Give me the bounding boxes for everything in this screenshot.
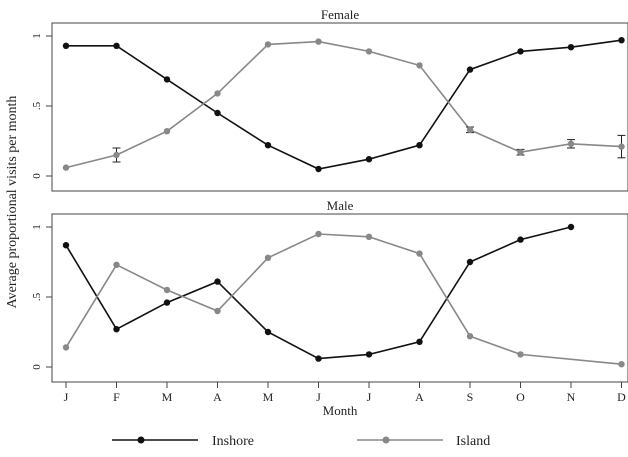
x-tick-label: J <box>316 390 321 404</box>
data-point-inshore <box>214 109 221 117</box>
y-axis-label: Average proportional visits per month <box>5 96 20 309</box>
data-point-island <box>517 149 524 156</box>
data-point-inshore <box>416 338 423 345</box>
data-point-inshore <box>567 223 575 231</box>
x-tick-label: D <box>617 390 626 404</box>
x-tick-label: J <box>367 390 372 404</box>
data-point-island <box>113 261 120 268</box>
data-point-inshore <box>163 76 171 83</box>
x-tick-label: F <box>113 390 120 404</box>
series-line-inshore <box>66 39 622 170</box>
data-point-inshore <box>567 44 575 51</box>
x-tick-label: M <box>263 390 274 404</box>
series-line-inshore <box>65 226 572 360</box>
data-point-inshore <box>517 236 524 243</box>
data-point-island <box>567 140 575 147</box>
data-point-inshore <box>62 242 70 249</box>
x-tick-label: S <box>467 390 474 404</box>
data-point-island <box>416 250 423 257</box>
data-point-island <box>315 38 322 45</box>
x-tick-label: M <box>162 390 173 404</box>
top-panel-frame <box>51 22 628 192</box>
legend-inshore-marker <box>137 436 145 444</box>
data-point-inshore <box>264 142 272 149</box>
x-tick-label: A <box>213 390 222 404</box>
data-point-island <box>214 90 221 97</box>
data-point-inshore <box>113 326 120 333</box>
data-point-inshore <box>517 48 524 55</box>
data-point-inshore <box>466 258 474 266</box>
data-point-inshore <box>62 42 70 49</box>
data-point-island <box>264 254 272 261</box>
series-line-island <box>65 233 622 365</box>
data-point-island <box>163 286 171 294</box>
data-point-island <box>618 361 625 368</box>
x-tick-label: O <box>516 390 525 404</box>
data-point-inshore <box>113 42 120 49</box>
x-tick-label: J <box>64 390 69 404</box>
data-point-island <box>365 233 373 240</box>
data-point-island <box>466 126 474 133</box>
legend-island-label: Island <box>456 434 490 449</box>
data-point-inshore <box>163 299 171 306</box>
y-tick-label: 0 <box>31 173 43 179</box>
bottom-panel-title: Male <box>327 198 354 213</box>
data-point-inshore <box>365 156 373 163</box>
data-point-inshore <box>618 37 625 44</box>
y-tick-label: 1 <box>31 33 43 39</box>
data-point-island <box>315 230 322 238</box>
data-point-island <box>517 351 524 358</box>
legend: Inshore Island <box>112 434 490 449</box>
data-point-island <box>264 41 272 48</box>
data-point-island <box>416 62 423 69</box>
data-point-inshore <box>365 351 373 358</box>
x-axis-label: Month <box>323 403 358 418</box>
x-tick-label: A <box>415 390 424 404</box>
data-point-island <box>62 344 70 351</box>
data-point-island <box>365 48 373 55</box>
data-point-inshore <box>214 278 221 285</box>
data-point-inshore <box>264 328 272 336</box>
legend-inshore-label: Inshore <box>212 434 254 449</box>
y-tick-label: 1 <box>31 224 43 230</box>
y-tick-label: .5 <box>31 101 43 110</box>
y-tick-label: .5 <box>31 292 43 301</box>
data-point-island <box>113 151 120 159</box>
series-line-island <box>65 40 622 169</box>
data-point-island <box>163 128 171 135</box>
data-point-inshore <box>416 142 423 149</box>
plot-layer: 0 .5 1 0 .5 1 J F M A M J J A S O N D <box>31 33 626 404</box>
legend-island-marker <box>382 436 390 444</box>
data-point-inshore <box>315 355 322 362</box>
bottom-panel-frame <box>51 213 628 383</box>
y-tick-label: 0 <box>31 364 43 370</box>
data-point-inshore <box>466 66 474 73</box>
data-point-island <box>466 333 474 340</box>
x-tick-label: N <box>567 390 576 404</box>
data-point-island <box>618 143 625 150</box>
data-point-inshore <box>315 165 322 173</box>
top-panel-title: Female <box>321 7 359 22</box>
data-point-island <box>214 307 221 315</box>
data-point-island <box>62 164 70 171</box>
